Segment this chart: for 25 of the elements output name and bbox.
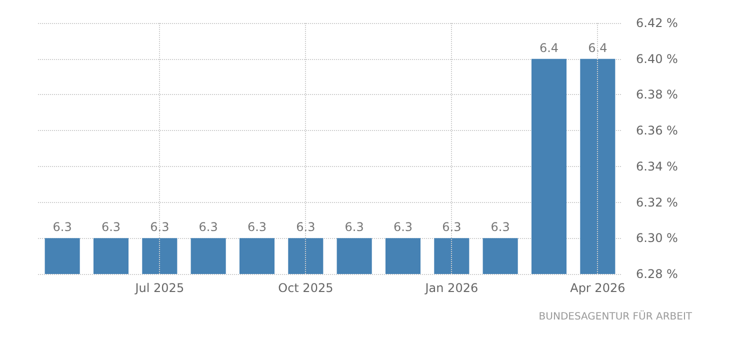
data-label: 6.3 [393, 220, 413, 234]
data-label: 6.3 [150, 220, 170, 234]
y-tick-label: 6.30 % [636, 231, 678, 246]
data-label: 6.4 [539, 40, 559, 55]
y-tick-label: 6.38 % [636, 88, 678, 102]
data-label: 6.3 [442, 220, 462, 234]
data-label: 6.3 [52, 220, 72, 234]
text: BUNDESAGENTUR FÜR ARBEIT [538, 310, 693, 322]
y-tick-label: 6.42 % [636, 16, 678, 30]
y-tick-label: 6.32 % [636, 195, 678, 210]
y-tick-label: 6.40 % [636, 52, 678, 66]
y-tick-label: 6.28 % [636, 267, 678, 281]
y-tick-label: 6.34 % [636, 159, 678, 174]
x-tick-label: Jan 2026 [424, 281, 478, 295]
x-tick-label: Apr 2026 [570, 281, 626, 295]
data-label: 6.3 [296, 220, 316, 234]
data-label: 6.3 [490, 220, 510, 234]
data-label: 6.3 [247, 220, 267, 234]
x-tick-label: Jul 2025 [134, 281, 184, 295]
data-label: 6.3 [198, 220, 218, 234]
data-label: 6.3 [101, 220, 121, 234]
y-tick-label: 6.36 % [636, 124, 678, 138]
data-label: 6.3 [344, 220, 364, 234]
data-label: 6.4 [588, 40, 608, 55]
x-tick-label: Oct 2025 [278, 281, 334, 295]
